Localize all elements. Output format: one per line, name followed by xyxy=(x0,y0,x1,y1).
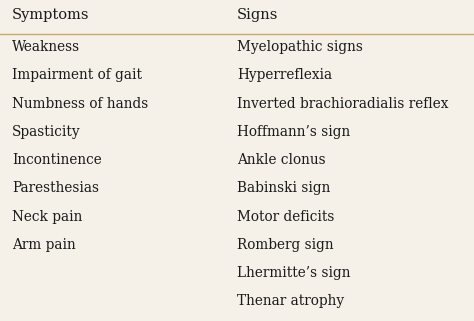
Text: Signs: Signs xyxy=(237,8,278,22)
Text: Motor deficits: Motor deficits xyxy=(237,210,334,224)
Text: Babinski sign: Babinski sign xyxy=(237,181,330,195)
Text: Arm pain: Arm pain xyxy=(12,238,75,252)
Text: Paresthesias: Paresthesias xyxy=(12,181,99,195)
Text: Spasticity: Spasticity xyxy=(12,125,81,139)
Text: Incontinence: Incontinence xyxy=(12,153,101,167)
Text: Lhermitte’s sign: Lhermitte’s sign xyxy=(237,266,350,280)
Text: Myelopathic signs: Myelopathic signs xyxy=(237,40,363,54)
Text: Neck pain: Neck pain xyxy=(12,210,82,224)
Text: Weakness: Weakness xyxy=(12,40,80,54)
Text: Ankle clonus: Ankle clonus xyxy=(237,153,326,167)
Text: Inverted brachioradialis reflex: Inverted brachioradialis reflex xyxy=(237,97,448,111)
Text: Symptoms: Symptoms xyxy=(12,8,90,22)
Text: Romberg sign: Romberg sign xyxy=(237,238,334,252)
Text: Hoffmann’s sign: Hoffmann’s sign xyxy=(237,125,350,139)
Text: Hyperreflexia: Hyperreflexia xyxy=(237,68,332,82)
Text: Numbness of hands: Numbness of hands xyxy=(12,97,148,111)
Text: Impairment of gait: Impairment of gait xyxy=(12,68,142,82)
Text: Thenar atrophy: Thenar atrophy xyxy=(237,294,344,308)
